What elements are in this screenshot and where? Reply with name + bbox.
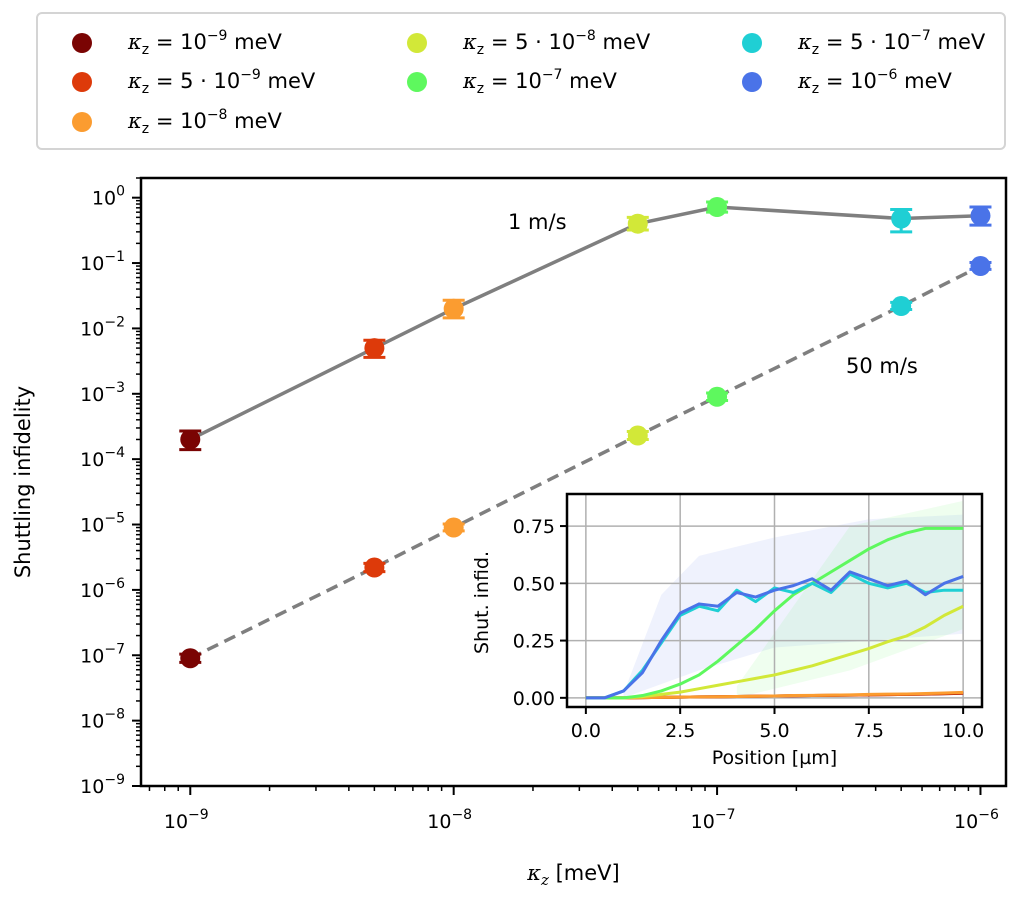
inset-series-line	[585, 570, 964, 700]
legend-label: κz = 10−7 meV	[463, 66, 617, 98]
legend-item: κz = 10−7 meV	[407, 67, 617, 97]
inset-x-tick-label: 0.0	[571, 720, 601, 742]
legend-item: κz = 10−8 meV	[72, 107, 282, 137]
y-tick-label: 10−7	[80, 641, 125, 667]
legend-label: κz = 10−8 meV	[128, 106, 282, 138]
uncertainty-band	[736, 500, 964, 698]
inset-x-tick-label: 5.0	[759, 720, 789, 742]
inset-x-axis-label: Position [µm]	[712, 747, 837, 769]
y-tick-label: 10−3	[80, 380, 125, 406]
legend-marker	[72, 112, 92, 132]
data-point	[180, 429, 201, 450]
legend-item: κz = 5 · 10−8 meV	[407, 28, 650, 58]
x-tick-label: 10−8	[427, 807, 472, 833]
data-point	[364, 338, 385, 359]
legend-label: κz = 5 · 10−8 meV	[463, 27, 651, 59]
legend-label: κz = 10−6 meV	[798, 66, 952, 98]
inset-y-tick-label: 0.00	[513, 688, 555, 710]
series-line	[189, 205, 981, 442]
legend-item: κz = 10−9 meV	[72, 28, 282, 58]
inset-x-tick-label: 2.5	[665, 720, 695, 742]
data-point	[707, 386, 728, 407]
data-point	[180, 648, 201, 669]
y-tick-label: 10−6	[80, 576, 125, 602]
inset-y-tick-label: 0.25	[513, 631, 555, 653]
x-axis-label: κz [meV]	[526, 861, 620, 889]
inset-x-tick-label: 7.5	[854, 720, 884, 742]
x-tick-label: 10−7	[691, 807, 736, 833]
legend-marker	[407, 33, 427, 53]
legend-label: κz = 10−9 meV	[128, 27, 282, 59]
legend-item: κz = 5 · 10−7 meV	[742, 28, 985, 58]
data-point	[627, 213, 648, 234]
data-point	[443, 298, 464, 319]
legend-marker	[72, 33, 92, 53]
legend-marker	[742, 33, 762, 53]
inset-y-axis-label: Shut. infid.	[471, 551, 493, 654]
y-tick-label: 100	[92, 184, 125, 210]
main-plot: 100 10−1 10−2 10−3 10−4 10−5 10−6 10−7 10−8 10−9 1…	[11, 176, 1008, 889]
data-point	[891, 296, 912, 317]
data-point	[364, 557, 385, 578]
legend-marker	[742, 72, 762, 92]
y-axis-label: Shuttling infidelity	[11, 386, 35, 578]
annotation-50ms: 50 m/s	[846, 354, 918, 378]
x-tick-label: 10−9	[164, 807, 209, 833]
legend-marker	[72, 72, 92, 92]
data-point	[891, 208, 912, 229]
legend-item: κz = 5 · 10−9 meV	[72, 67, 315, 97]
legend-label: κz = 5 · 10−9 meV	[128, 66, 316, 98]
data-point	[707, 197, 728, 218]
inset-series-line	[585, 690, 964, 700]
annotation-1ms: 1 m/s	[508, 210, 567, 234]
y-tick-label: 10−8	[80, 707, 125, 733]
data-point	[970, 205, 991, 226]
y-tick-label: 10−2	[80, 314, 125, 340]
inset-series-line	[585, 604, 964, 700]
inset-y-tick-label: 0.50	[513, 573, 555, 595]
y-tick-label: 10−1	[80, 249, 125, 275]
y-tick-label: 10−4	[80, 445, 125, 471]
inset-y-tick-label: 0.75	[513, 516, 555, 538]
data-point	[970, 256, 991, 277]
data-point	[443, 517, 464, 538]
y-tick-label: 10−5	[80, 511, 125, 537]
data-point	[627, 425, 648, 446]
main-plot-frame	[139, 176, 1008, 788]
inset-series-line	[585, 526, 964, 700]
y-tick-label: 10−9	[80, 772, 125, 798]
legend-label: κz = 5 · 10−7 meV	[798, 27, 986, 59]
legend: κz = 10−9 meV κz = 5 · 10−9 meV κz = 10−8 …	[36, 12, 1006, 150]
x-tick-label: 10−6	[954, 807, 999, 833]
inset-x-tick-label: 10.0	[942, 720, 984, 742]
uncertainty-band	[623, 514, 964, 698]
legend-item: κz = 10−6 meV	[742, 67, 952, 97]
inset-plot: 0.0 2.5 5.0 7.5 10.0 0.00 0.25 0.50 0.75 Position…	[471, 492, 984, 769]
legend-marker	[407, 72, 427, 92]
